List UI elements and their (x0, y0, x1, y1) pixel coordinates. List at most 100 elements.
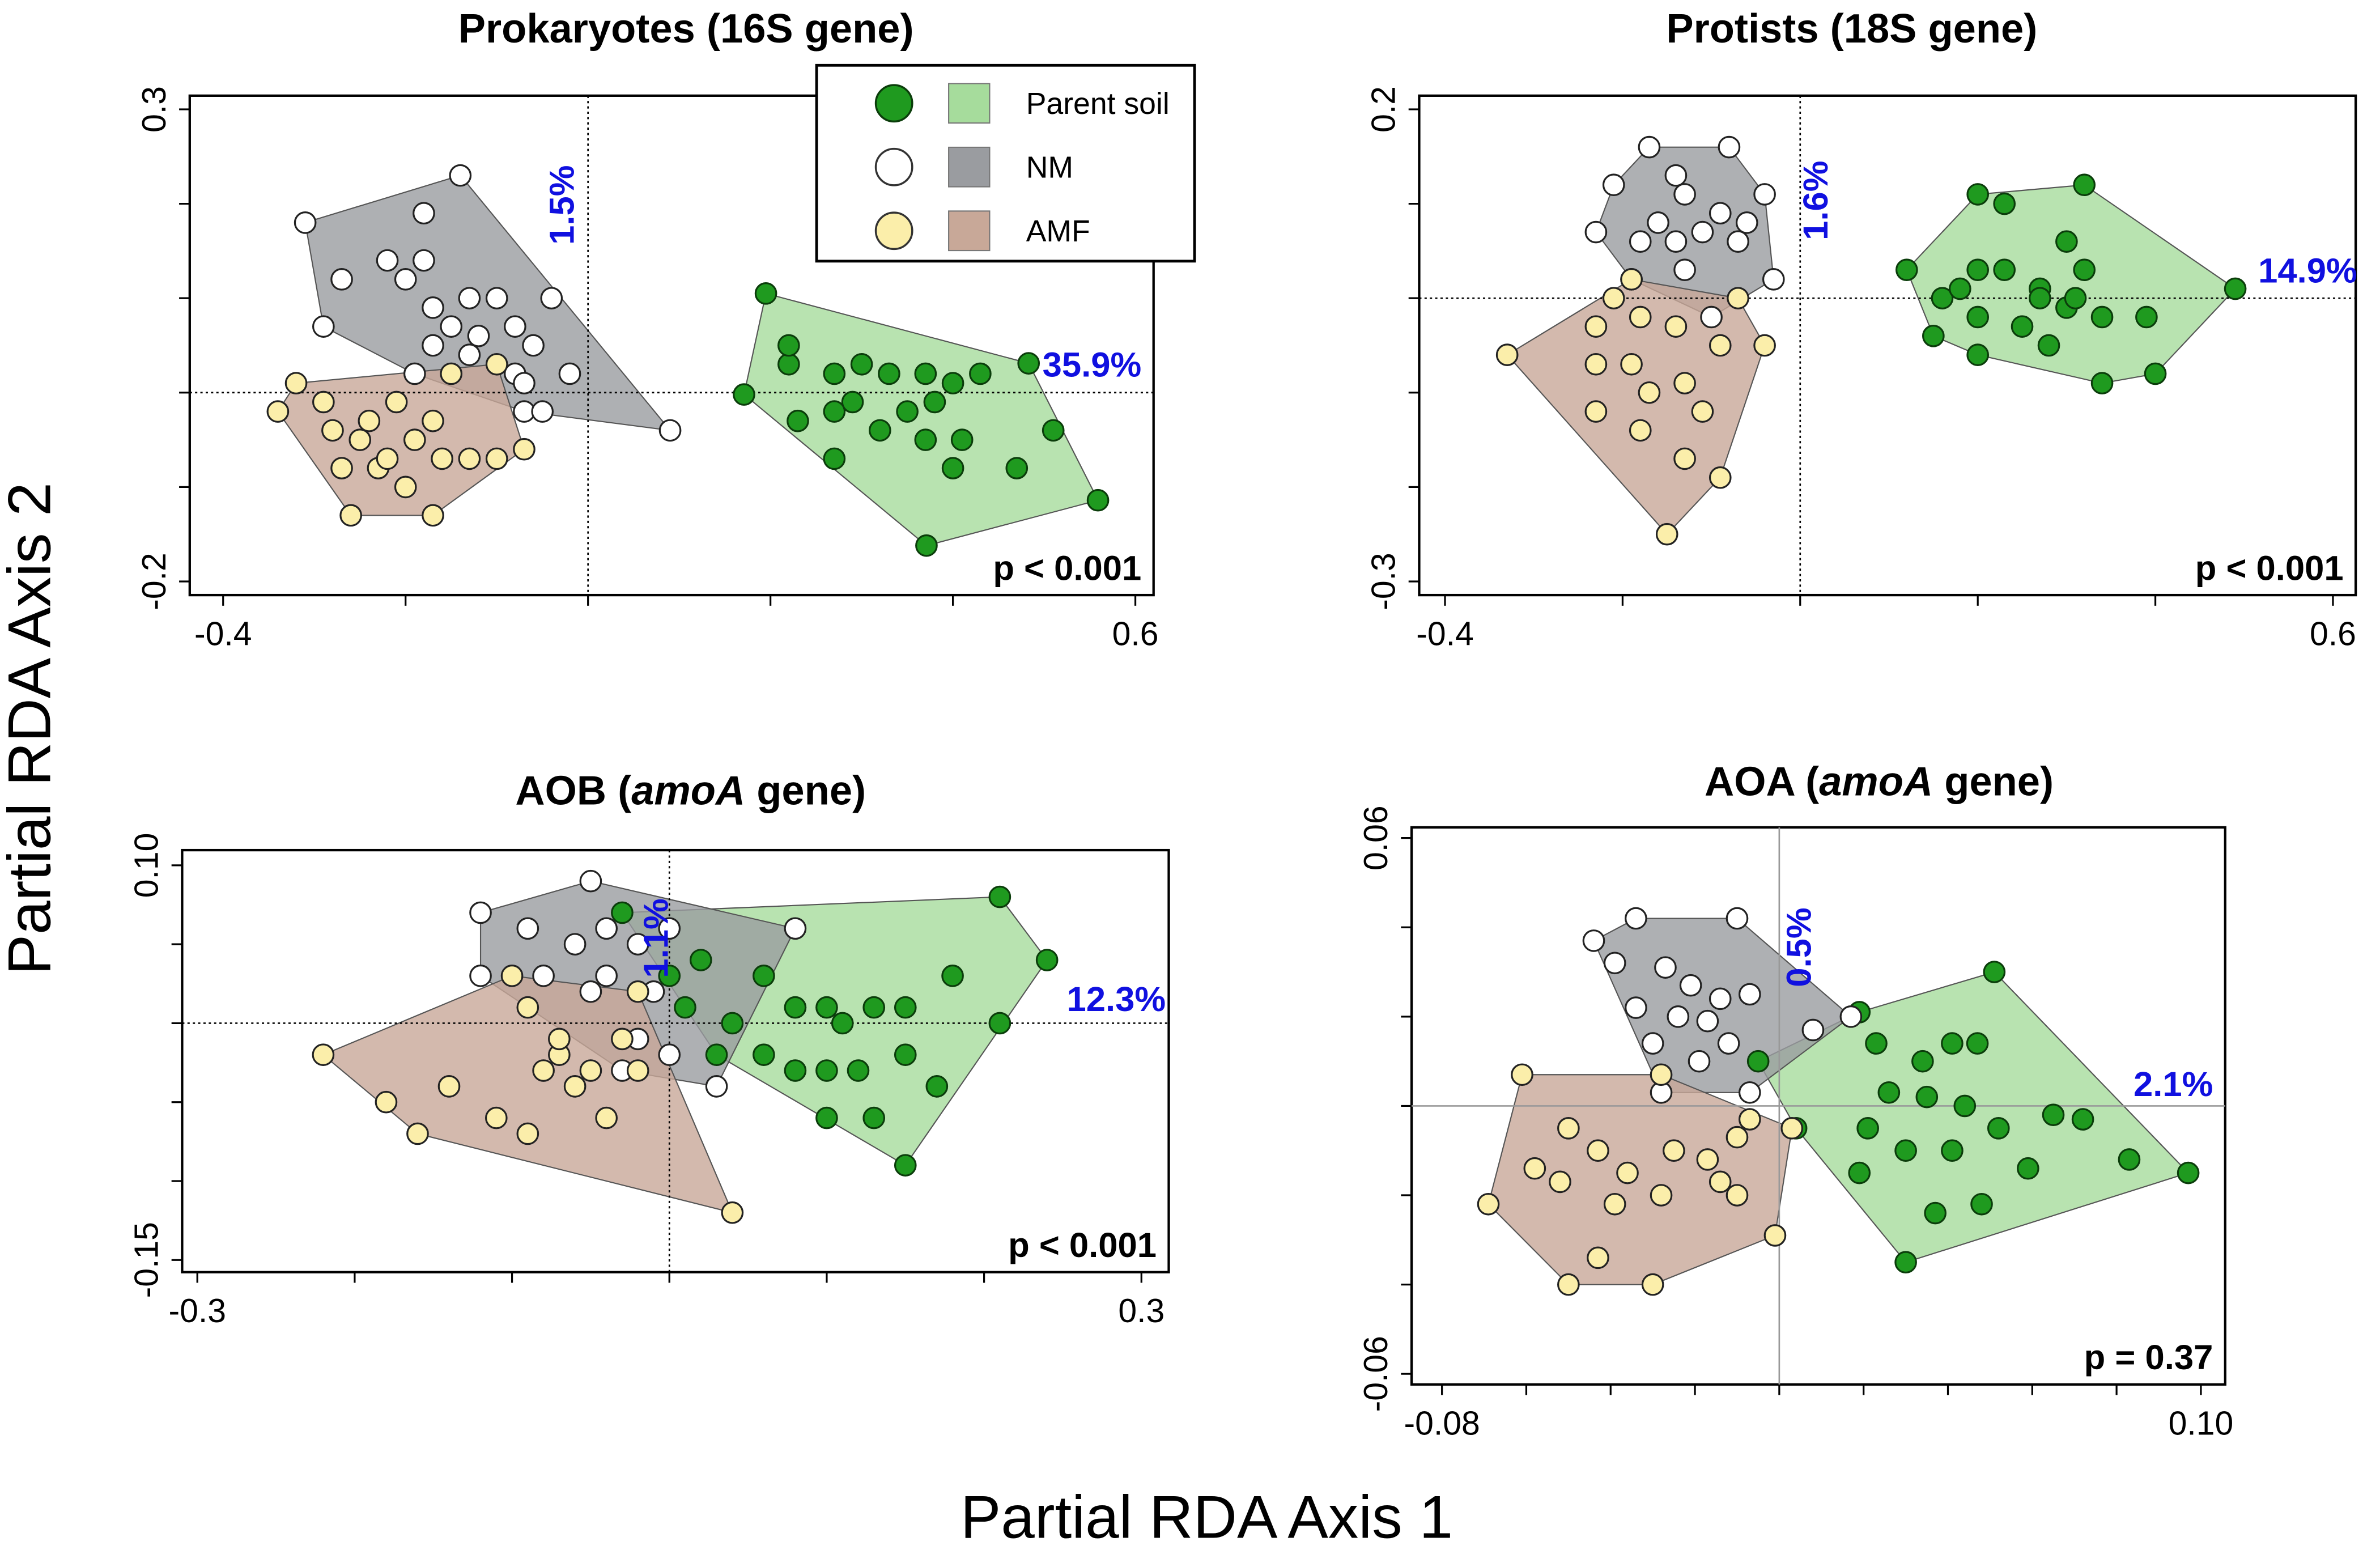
point-amf (1763, 1224, 1787, 1247)
point-parent-soil (1966, 183, 1989, 206)
point-nm (1664, 230, 1688, 253)
point-nm (376, 249, 399, 272)
point-parent-soil (1941, 1139, 1964, 1162)
point-nm (394, 268, 417, 291)
point-nm (626, 933, 649, 956)
point-parent-soil (896, 400, 919, 423)
point-amf (1727, 287, 1749, 309)
point-nm (558, 362, 581, 385)
point-amf (1726, 1126, 1749, 1149)
p-value-label: p < 0.001 (2195, 549, 2344, 588)
point-parent-soil (1993, 192, 2016, 215)
point-parent-soil (1915, 1085, 1939, 1109)
point-nm (1735, 211, 1758, 234)
point-nm (531, 400, 554, 423)
point-parent-soil (1941, 1032, 1964, 1055)
point-amf (1641, 1273, 1664, 1296)
y-tick-label: 0.10 (129, 833, 165, 898)
point-amf (437, 1075, 461, 1098)
point-amf (422, 504, 444, 527)
point-nm (458, 343, 481, 366)
x-tick-label: -0.3 (168, 1293, 226, 1330)
point-nm (1691, 220, 1714, 244)
point-parent-soil (787, 409, 809, 432)
point-parent-soil (2064, 287, 2087, 309)
point-parent-soil (915, 534, 938, 557)
point-parent-soil (2073, 173, 2096, 197)
point-parent-soil (941, 965, 964, 987)
point-parent-soil (1894, 1251, 1917, 1274)
point-parent-soil (1966, 343, 1989, 366)
point-parent-soil (2090, 372, 2114, 394)
x-axis-title: Partial RDA Axis 1 (960, 1483, 1453, 1550)
point-amf (1663, 1139, 1685, 1162)
point-parent-soil (1017, 352, 1040, 375)
point-amf (1726, 1184, 1749, 1207)
title-text-end: gene) (745, 768, 866, 814)
point-parent-soil (815, 1106, 838, 1129)
point-nm (1679, 974, 1702, 997)
point-amf (1664, 315, 1688, 338)
point-parent-soil (1746, 1050, 1770, 1073)
point-nm (1696, 1009, 1719, 1033)
point-parent-soil (777, 353, 800, 376)
point-parent-soil (1966, 258, 1989, 282)
point-parent-soil (705, 1043, 728, 1066)
y-tick-label: -0.2 (136, 553, 173, 610)
point-parent-soil (2090, 305, 2114, 329)
point-amf (375, 1090, 398, 1114)
axis2-variance-label: 0.5% (1780, 907, 1819, 987)
point-amf (1629, 305, 1652, 329)
point-parent-soil (1877, 1081, 1901, 1104)
point-amf (394, 475, 417, 499)
point-amf (440, 362, 463, 385)
point-parent-soil (847, 1059, 870, 1082)
point-amf (1708, 466, 1732, 489)
point-parent-soil (754, 282, 777, 305)
point-parent-soil (831, 1012, 854, 1035)
point-amf (1549, 1170, 1571, 1194)
point-parent-soil (784, 996, 807, 1019)
point-parent-soil (1005, 457, 1028, 479)
point-nm (467, 324, 490, 347)
point-parent-soil (1966, 1032, 1989, 1055)
point-nm (1629, 230, 1652, 253)
point-amf (1587, 1139, 1609, 1162)
point-nm (522, 334, 545, 357)
point-nm (1753, 183, 1776, 206)
point-parent-soil (925, 1075, 949, 1098)
point-parent-soil (1911, 1050, 1934, 1073)
point-amf (1696, 1148, 1719, 1171)
legend-entry: NM (874, 146, 1073, 188)
point-nm (504, 315, 526, 338)
point-amf (579, 1059, 602, 1082)
point-amf (595, 1106, 618, 1129)
point-parent-soil (2011, 315, 2034, 338)
title-text: Prokaryotes (16S gene) (458, 6, 914, 52)
title-gene-italic: amoA (631, 768, 745, 814)
point-nm (1673, 183, 1696, 206)
y-tick-label: -0.06 (1358, 1336, 1395, 1412)
point-parent-soil (1983, 961, 2006, 983)
point-parent-soil (753, 965, 775, 987)
point-nm (1708, 202, 1732, 225)
x-tick-label: 0.10 (2169, 1405, 2234, 1442)
point-nm (1625, 907, 1647, 930)
point-parent-soil (2029, 287, 2051, 309)
point-nm (705, 1075, 728, 1098)
y-tick-label: 0.2 (1366, 86, 1402, 133)
point-nm (658, 1043, 681, 1066)
point-amf (1708, 1170, 1732, 1194)
point-nm (330, 268, 353, 291)
point-amf (611, 1027, 634, 1051)
point-amf (403, 428, 426, 451)
point-nm (1603, 952, 1626, 975)
point-parent-soil (1922, 324, 1945, 347)
point-amf (516, 996, 539, 1019)
legend-label: NM (1026, 151, 1073, 184)
point-amf (1587, 1246, 1609, 1269)
point-amf (1495, 343, 1519, 366)
point-amf (266, 400, 290, 423)
point-nm (1738, 983, 1761, 1006)
